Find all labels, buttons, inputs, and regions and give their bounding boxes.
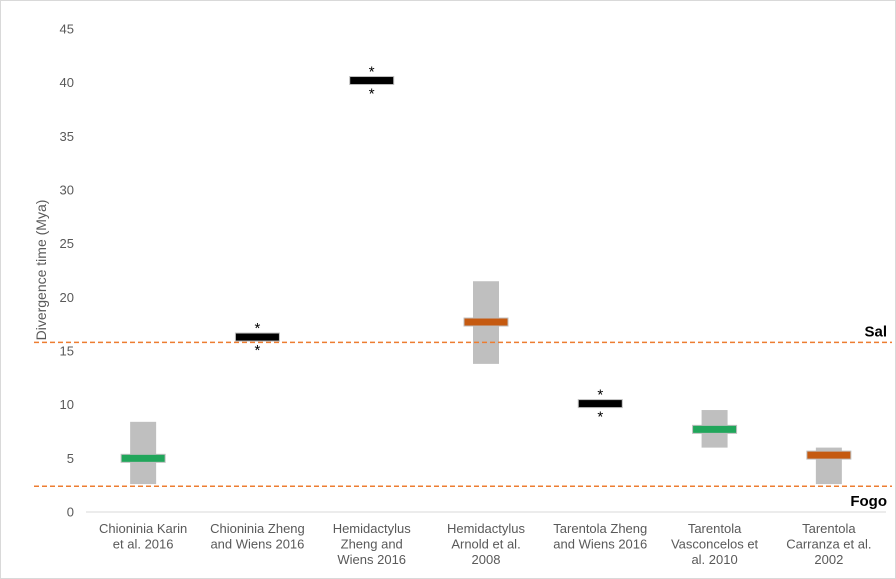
x-category-label: Chioninia Karin et al. 2016 bbox=[99, 521, 187, 552]
y-tick-label: 10 bbox=[60, 397, 74, 412]
significance-star-lower: * bbox=[255, 342, 261, 359]
x-category-label: Hemidactylus Zheng and Wiens 2016 bbox=[333, 521, 412, 567]
y-axis-label: Divergence time (Mya) bbox=[33, 200, 49, 341]
estimate-mark bbox=[234, 332, 280, 342]
reference-line-label: Fogo bbox=[850, 493, 887, 510]
estimate-mark bbox=[577, 399, 623, 409]
y-axis-ticks: 0 5 10 15 20 25 30 35 40 45 bbox=[60, 22, 74, 520]
y-tick-label: 25 bbox=[60, 236, 74, 251]
y-tick-label: 0 bbox=[67, 505, 74, 520]
significance-star-upper: * bbox=[597, 387, 603, 404]
reference-line-label: Sal bbox=[864, 323, 887, 340]
estimate-mark bbox=[120, 453, 166, 463]
y-tick-label: 35 bbox=[60, 129, 74, 144]
x-category-label: Tarentola Zheng and Wiens 2016 bbox=[553, 521, 647, 552]
estimate-marks: * * * * * * bbox=[120, 64, 852, 463]
significance-star-lower: * bbox=[369, 86, 375, 103]
y-tick-label: 40 bbox=[60, 75, 74, 90]
reference-lines: Sal Fogo bbox=[34, 323, 892, 510]
estimate-mark bbox=[806, 450, 852, 460]
significance-star-upper: * bbox=[369, 64, 375, 81]
y-tick-label: 30 bbox=[60, 183, 74, 198]
y-tick-label: 20 bbox=[60, 290, 74, 305]
x-category-label: Tarentola Vasconcelos et al. 2010 bbox=[671, 521, 759, 567]
estimate-mark bbox=[463, 317, 509, 327]
x-category-label: Tarentola Carranza et al. 2002 bbox=[786, 521, 871, 567]
x-axis-categories: Chioninia Karin et al. 2016 Chioninia Zhen… bbox=[99, 521, 871, 567]
significance-star-upper: * bbox=[255, 320, 261, 337]
y-tick-label: 45 bbox=[60, 22, 74, 37]
significance-star-lower: * bbox=[597, 409, 603, 426]
estimate-mark bbox=[349, 76, 395, 86]
x-category-label: Chioninia Zheng and Wiens 2016 bbox=[210, 521, 305, 552]
y-tick-label: 5 bbox=[67, 451, 74, 466]
estimate-mark bbox=[692, 424, 738, 434]
x-category-label: Hemidactylus Arnold et al. 2008 bbox=[447, 521, 526, 567]
y-tick-label: 15 bbox=[60, 344, 74, 359]
range-bar bbox=[130, 421, 157, 485]
